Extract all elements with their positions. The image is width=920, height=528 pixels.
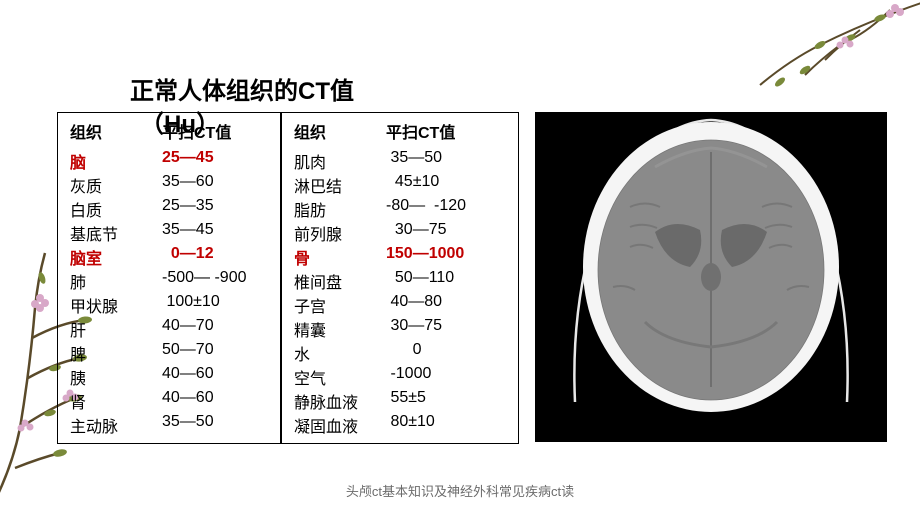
table-row: 水 0 <box>294 341 508 365</box>
table-row: 脾50—70 <box>70 341 270 365</box>
header-value: 平扫CT值 <box>386 119 508 143</box>
tissue-name: 脾 <box>70 341 162 365</box>
tissue-name: 空气 <box>294 365 386 389</box>
table-row: 胰40—60 <box>70 365 270 389</box>
tissue-ct-value: -500— -900 <box>162 269 270 293</box>
table-header: 组织 平扫CT值 <box>294 119 508 143</box>
slide-title: 正常人体组织的CT值 <box>130 76 354 107</box>
branch-decoration-top <box>750 0 920 110</box>
table-row: 子宫 40—80 <box>294 293 508 317</box>
tissue-name: 水 <box>294 341 386 365</box>
tissue-ct-value: 55±5 <box>386 389 508 413</box>
tissue-name: 甲状腺 <box>70 293 162 317</box>
tissue-ct-value: 0—12 <box>162 245 270 269</box>
tissue-name: 脑室 <box>70 245 162 269</box>
tissue-ct-value: 40—70 <box>162 317 270 341</box>
tissue-name: 精囊 <box>294 317 386 341</box>
table-row: 静脉血液 55±5 <box>294 389 508 413</box>
ct-value-table: 组织 平扫CT值 脑25—45灰质35—60白质25—35基底节35—45脑室 … <box>57 112 519 444</box>
tissue-name: 胰 <box>70 365 162 389</box>
table-row: 精囊 30—75 <box>294 317 508 341</box>
table-row: 肾40—60 <box>70 389 270 413</box>
header-value: 平扫CT值 <box>162 119 270 143</box>
slide-footer: 头颅ct基本知识及神经外科常见疾病ct读 <box>0 481 920 500</box>
tissue-ct-value: 30—75 <box>386 221 508 245</box>
tissue-ct-value: 100±10 <box>162 293 270 317</box>
table-row: 肝40—70 <box>70 317 270 341</box>
table-right-column: 组织 平扫CT值 肌肉 35—50淋巴结 45±10脂肪-80— -120前列腺… <box>281 112 519 444</box>
tissue-ct-value: 50—70 <box>162 341 270 365</box>
tissue-name: 基底节 <box>70 221 162 245</box>
tissue-name: 凝固血液 <box>294 413 386 437</box>
tissue-ct-value: 35—45 <box>162 221 270 245</box>
table-row: 主动脉35—50 <box>70 413 270 437</box>
tissue-ct-value: 0 <box>386 341 508 365</box>
tissue-name: 脂肪 <box>294 197 386 221</box>
table-row: 凝固血液 80±10 <box>294 413 508 437</box>
table-row: 淋巴结 45±10 <box>294 173 508 197</box>
tissue-name: 静脉血液 <box>294 389 386 413</box>
tissue-name: 肺 <box>70 269 162 293</box>
tissue-ct-value: 40—80 <box>386 293 508 317</box>
table-row: 甲状腺 100±10 <box>70 293 270 317</box>
tissue-name: 白质 <box>70 197 162 221</box>
tissue-ct-value: 25—45 <box>162 149 270 173</box>
tissue-name: 椎间盘 <box>294 269 386 293</box>
tissue-name: 肾 <box>70 389 162 413</box>
tissue-name: 骨 <box>294 245 386 269</box>
tissue-name: 肌肉 <box>294 149 386 173</box>
tissue-ct-value: 45±10 <box>386 173 508 197</box>
table-row: 白质25—35 <box>70 197 270 221</box>
ct-scan-image <box>535 112 887 442</box>
tissue-name: 灰质 <box>70 173 162 197</box>
tissue-ct-value: -80— -120 <box>386 197 508 221</box>
tissue-ct-value: 25—35 <box>162 197 270 221</box>
tissue-ct-value: -1000 <box>386 365 508 389</box>
table-row: 前列腺 30—75 <box>294 221 508 245</box>
header-tissue: 组织 <box>70 119 162 143</box>
table-row: 肌肉 35—50 <box>294 149 508 173</box>
tissue-name: 脑 <box>70 149 162 173</box>
tissue-name: 子宫 <box>294 293 386 317</box>
table-row: 脑室 0—12 <box>70 245 270 269</box>
tissue-name: 肝 <box>70 317 162 341</box>
tissue-name: 主动脉 <box>70 413 162 437</box>
tissue-name: 前列腺 <box>294 221 386 245</box>
table-row: 肺-500— -900 <box>70 269 270 293</box>
table-row: 脑25—45 <box>70 149 270 173</box>
tissue-ct-value: 80±10 <box>386 413 508 437</box>
tissue-ct-value: 40—60 <box>162 365 270 389</box>
header-tissue: 组织 <box>294 119 386 143</box>
table-row: 脂肪-80— -120 <box>294 197 508 221</box>
table-row: 基底节35—45 <box>70 221 270 245</box>
table-header: 组织 平扫CT值 <box>70 119 270 143</box>
table-row: 骨150—1000 <box>294 245 508 269</box>
tissue-ct-value: 30—75 <box>386 317 508 341</box>
tissue-name: 淋巴结 <box>294 173 386 197</box>
table-row: 空气 -1000 <box>294 365 508 389</box>
tissue-ct-value: 50—110 <box>386 269 508 293</box>
tissue-ct-value: 35—60 <box>162 173 270 197</box>
tissue-ct-value: 150—1000 <box>386 245 508 269</box>
tissue-ct-value: 35—50 <box>162 413 270 437</box>
table-row: 椎间盘 50—110 <box>294 269 508 293</box>
tissue-ct-value: 35—50 <box>386 149 508 173</box>
table-left-column: 组织 平扫CT值 脑25—45灰质35—60白质25—35基底节35—45脑室 … <box>57 112 281 444</box>
table-row: 灰质35—60 <box>70 173 270 197</box>
tissue-ct-value: 40—60 <box>162 389 270 413</box>
